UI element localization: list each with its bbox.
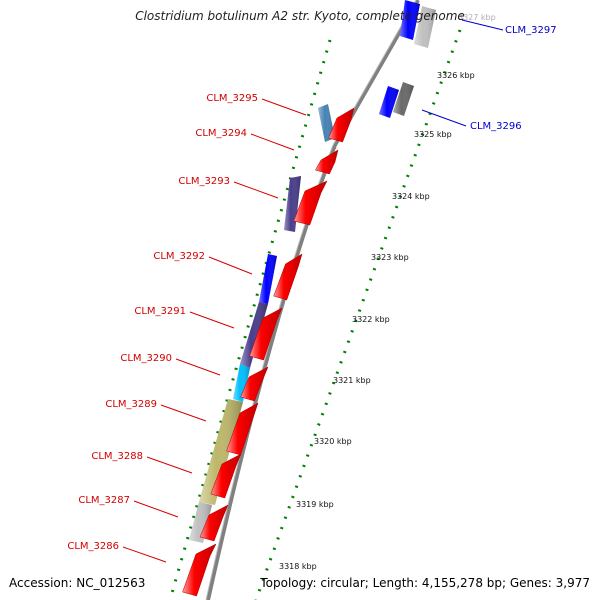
scale-label: 3321 kbp <box>333 376 371 385</box>
gene-leader-line <box>461 19 504 31</box>
tick-ring-outer <box>168 39 332 600</box>
scale-label: 3323 kbp <box>371 253 409 262</box>
gene-bar-shade <box>400 0 420 40</box>
topology-text: Topology: circular; Length: 4,155,278 bp… <box>260 576 590 590</box>
gene-leader-line <box>146 456 193 474</box>
cds-arrow <box>210 453 242 499</box>
gene-leader-line <box>122 546 167 563</box>
scale-label: 3327 kbp <box>458 13 496 22</box>
gene-bar-shade <box>379 86 399 118</box>
gene-leader-line <box>421 109 467 127</box>
gene-label[interactable]: CLM_3293 <box>178 176 230 187</box>
gene-leader-line <box>250 133 295 151</box>
cds-arrow <box>328 107 355 143</box>
gene-bar-shade <box>240 302 268 368</box>
genome-title: Clostridium botulinum A2 str. Kyoto, com… <box>135 9 465 23</box>
scale-label: 3326 kbp <box>437 71 475 80</box>
gene-label[interactable]: CLM_3292 <box>153 251 205 262</box>
cds-arrow <box>273 253 303 301</box>
gene-labels: CLM_3297 CLM_3296 CLM_3295 CLM_3294 CLM_3293… <box>67 19 557 563</box>
gene-label[interactable]: CLM_3294 <box>195 128 247 139</box>
cds-arrow <box>226 402 259 456</box>
scale-label: 3320 kbp <box>314 437 352 446</box>
gene-label[interactable]: CLM_3286 <box>67 541 119 552</box>
gene-label[interactable]: CLM_3295 <box>206 93 258 104</box>
genome-backbone <box>206 0 420 600</box>
gene-leader-line <box>233 181 279 199</box>
gene-label[interactable]: CLM_3297 <box>505 25 557 36</box>
gene-label[interactable]: CLM_3291 <box>134 306 186 317</box>
gene-bar-shade <box>393 82 414 116</box>
gene-label[interactable]: CLM_3296 <box>470 121 522 132</box>
accession-text: Accession: NC_012563 <box>9 576 146 590</box>
gene-label[interactable]: CLM_3289 <box>105 399 157 410</box>
gene-leader-line <box>261 98 307 116</box>
gene-label[interactable]: CLM_3290 <box>120 353 172 364</box>
scale-label: 3319 kbp <box>296 500 334 509</box>
gene-label[interactable]: CLM_3287 <box>78 495 130 506</box>
cds-arrow <box>240 366 269 402</box>
cds-arrow <box>182 543 217 597</box>
cds-arrow <box>315 149 339 175</box>
gene-features <box>182 0 436 597</box>
gene-bar-shade <box>259 254 277 304</box>
scale-label: 3325 kbp <box>414 130 452 139</box>
gene-leader-line <box>175 358 221 376</box>
scale-ring <box>254 29 462 600</box>
gene-leader-line <box>160 404 207 422</box>
scale-labels: 3327 kbp 3326 kbp 3325 kbp 3324 kbp 3323 kbp… <box>279 13 496 571</box>
cds-arrow <box>293 180 328 226</box>
genome-backbone-highlight <box>205 0 417 600</box>
gene-leader-line <box>133 500 179 518</box>
scale-label: 3318 kbp <box>279 562 317 571</box>
gene-leader-line <box>208 256 253 275</box>
scale-label: 3324 kbp <box>392 192 430 201</box>
cds-arrow <box>249 307 283 361</box>
scale-label: 3322 kbp <box>352 315 390 324</box>
cds-arrow <box>199 504 229 542</box>
gene-bar-shade <box>284 176 301 232</box>
gene-bar-shade <box>189 502 212 543</box>
gene-leader-line <box>189 311 235 329</box>
gene-label[interactable]: CLM_3288 <box>91 451 143 462</box>
gene-bar-shade <box>414 6 436 48</box>
gene-bar-shade <box>233 364 250 402</box>
gene-bar-shade <box>199 399 243 505</box>
